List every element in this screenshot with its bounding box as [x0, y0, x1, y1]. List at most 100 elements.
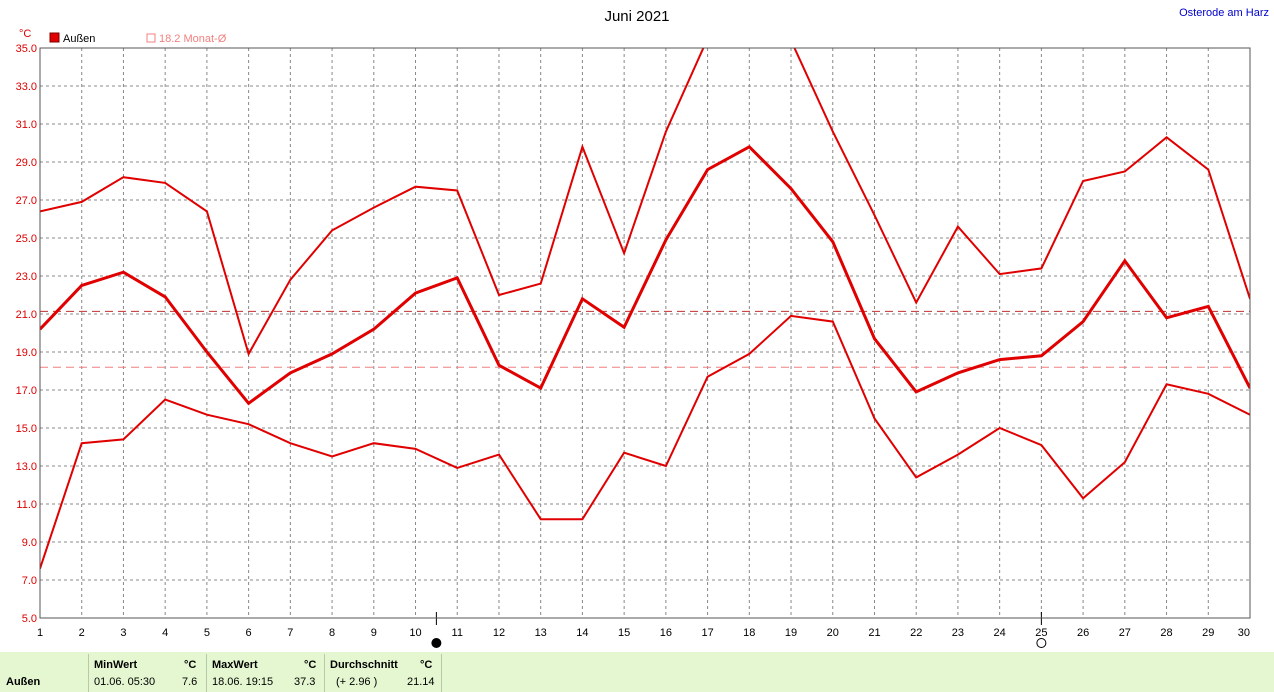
- x-tick-label: 17: [701, 627, 713, 639]
- data-point-min: [623, 451, 625, 454]
- data-point-min: [1040, 444, 1043, 446]
- data-point-min: [1207, 393, 1210, 395]
- x-tick-label: 5: [204, 627, 210, 639]
- y-tick-label: 27.0: [16, 195, 37, 207]
- data-point-min: [331, 455, 333, 458]
- y-axis: 5.0 7.0 9.0 11.0 13.0 15.0 17.0 19.0 21.0 23.0 25.…: [16, 43, 37, 625]
- data-point-avg: [456, 277, 459, 279]
- y-tick-label: 19.0: [16, 347, 37, 359]
- series-line-avg: [40, 144, 1250, 406]
- plot-frame: [39, 47, 1251, 619]
- data-point-avg: [247, 402, 250, 405]
- data-point-max: [1082, 180, 1084, 182]
- location-label: Osterode am Harz: [1179, 7, 1269, 19]
- grid: [40, 48, 1250, 618]
- series-line-max: [40, 48, 1250, 357]
- full-moon-icon: [1036, 638, 1047, 648]
- data-point-avg: [831, 241, 834, 243]
- data-point-min: [957, 453, 959, 456]
- data-point-min: [873, 417, 876, 420]
- data-point-min: [831, 320, 834, 323]
- legend-swatch-monat: [146, 33, 156, 43]
- max-header: MaxWert: [212, 659, 258, 671]
- data-point-min: [164, 398, 166, 401]
- data-point-min: [748, 353, 751, 355]
- x-tick-label: 7: [287, 627, 293, 639]
- data-point-avg: [498, 364, 500, 367]
- data-point-max: [539, 282, 542, 285]
- y-tick-label: 31.0: [16, 119, 37, 131]
- data-point-max: [1207, 168, 1210, 171]
- data-point-min: [1082, 497, 1084, 500]
- x-tick-label: 1: [37, 627, 43, 639]
- data-point-min: [706, 375, 709, 378]
- x-tick-label: 6: [246, 627, 252, 639]
- x-tick-label: 3: [120, 627, 126, 639]
- data-point-max: [289, 279, 292, 281]
- max-time: 18.06. 19:15: [212, 676, 274, 688]
- data-point-min: [790, 315, 792, 317]
- min-unit: °C: [184, 659, 197, 671]
- x-tick-label: 20: [827, 627, 839, 639]
- x-tick-label: 15: [618, 627, 630, 639]
- x-tick-label: 27: [1119, 627, 1131, 639]
- footer-divider: [441, 654, 442, 692]
- legend-swatch-aussen: [49, 32, 60, 43]
- data-point-avg: [1040, 355, 1043, 357]
- new-moon-icon: [431, 638, 442, 648]
- data-point-avg: [1082, 320, 1084, 323]
- data-point-avg: [581, 298, 584, 300]
- chart-title: Juni 2021: [604, 8, 669, 25]
- data-point-max: [831, 130, 834, 133]
- x-tick-label: 29: [1202, 627, 1214, 639]
- y-tick-label: 21.0: [16, 309, 37, 321]
- data-point-max: [206, 210, 208, 213]
- data-point-min: [498, 453, 500, 456]
- x-tick-label: 10: [409, 627, 421, 639]
- data-point-max: [790, 40, 792, 42]
- data-point-min: [289, 442, 292, 445]
- y-tick-label: 25.0: [16, 233, 37, 245]
- data-point-min: [456, 467, 459, 469]
- data-point-max: [1165, 136, 1168, 139]
- data-point-avg: [414, 292, 417, 294]
- y-tick-label: 15.0: [16, 423, 37, 435]
- data-point-avg: [122, 271, 125, 274]
- min-value: 7.6: [182, 676, 198, 688]
- y-tick-label: 9.0: [22, 537, 37, 549]
- data-point-max: [414, 185, 417, 188]
- data-point-avg: [957, 372, 959, 374]
- y-tick-label: 11.0: [16, 499, 37, 511]
- x-tick-label: 24: [994, 627, 1006, 639]
- data-point-max: [749, 3, 751, 5]
- footer-divider: [324, 654, 325, 692]
- data-point-avg: [1165, 317, 1168, 319]
- reference-lines: [40, 310, 1250, 368]
- data-point-min: [581, 518, 584, 520]
- x-tick-label: 19: [785, 627, 797, 639]
- x-tick-label: 14: [576, 627, 588, 639]
- x-tick-label: 25: [1035, 627, 1047, 639]
- x-tick-label: 30: [1238, 627, 1250, 639]
- data-point-min: [915, 476, 918, 479]
- data-point-avg: [80, 284, 83, 287]
- data-point-avg: [790, 187, 792, 190]
- data-point-min: [206, 413, 208, 416]
- y-tick-label: 5.0: [22, 613, 37, 625]
- data-point-min: [998, 427, 1001, 429]
- data-point-max: [1040, 267, 1043, 270]
- data-point-avg: [164, 296, 166, 298]
- data-point-avg: [706, 168, 709, 171]
- stats-footer: Außen MinWert °C 01.06. 05:30 7.6 MaxWer…: [0, 652, 1274, 692]
- max-value: 37.3: [294, 676, 316, 688]
- y-tick-label: 7.0: [22, 575, 37, 587]
- min-time: 01.06. 05:30: [94, 676, 156, 688]
- sensor-label: Außen: [6, 676, 41, 688]
- data-point-avg: [331, 353, 333, 355]
- data-point-avg: [1124, 260, 1126, 262]
- y-tick-label: 35.0: [16, 43, 37, 55]
- data-point-avg: [873, 337, 876, 340]
- data-point-min: [1124, 461, 1126, 464]
- data-point-max: [873, 214, 876, 216]
- legend-label-aussen: Außen: [63, 33, 95, 45]
